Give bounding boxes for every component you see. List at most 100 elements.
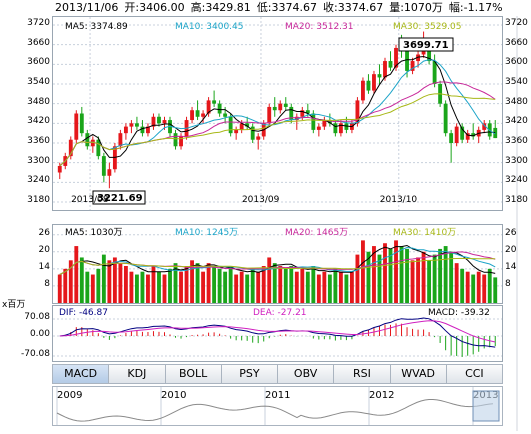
candle-body bbox=[118, 133, 123, 147]
volume-bar bbox=[278, 266, 283, 303]
date-tick: 2013/10 bbox=[379, 195, 418, 205]
candle-body bbox=[96, 139, 101, 157]
candle-body bbox=[443, 103, 448, 134]
candle-body bbox=[195, 110, 200, 117]
overview-navigator[interactable]: 20092010201120122013 bbox=[52, 386, 503, 426]
candle-body bbox=[432, 61, 437, 84]
candle-body bbox=[410, 61, 415, 71]
volume-bar bbox=[372, 246, 376, 303]
candle-body bbox=[366, 80, 371, 91]
volume-bar bbox=[493, 277, 498, 303]
candle-body bbox=[361, 80, 365, 101]
volume-chart: MA5: 1030万 MA10: 1245万 MA20: 1465万 MA30:… bbox=[53, 228, 502, 303]
candle-body bbox=[388, 61, 393, 68]
volume-bar bbox=[245, 274, 250, 303]
scrollbar-graphic bbox=[516, 16, 518, 431]
candle-body bbox=[123, 126, 128, 134]
price-tick-left: 3360 bbox=[27, 136, 50, 146]
tab-rsi[interactable]: RSI bbox=[334, 364, 391, 384]
tab-psy[interactable]: PSY bbox=[221, 364, 278, 384]
candle-body bbox=[377, 74, 382, 78]
volume-bar bbox=[151, 266, 156, 303]
volume-bar bbox=[316, 274, 321, 303]
volume-bar bbox=[305, 271, 310, 303]
volume-bar bbox=[487, 268, 492, 303]
volume-bar bbox=[179, 271, 183, 303]
macd-unit: x百万 bbox=[2, 300, 26, 310]
candle-body bbox=[223, 113, 228, 117]
price-tick-left: 3720 bbox=[27, 18, 50, 28]
candle-body bbox=[267, 106, 272, 124]
candle-body bbox=[57, 165, 62, 173]
tab-wvad[interactable]: WVAD bbox=[390, 364, 447, 384]
quote-close: 收:3374.67 bbox=[323, 1, 384, 14]
legend-ma20: MA20: 3512.31 bbox=[285, 22, 353, 32]
quote-high: 高:3429.81 bbox=[190, 1, 251, 14]
price-tick-right: 3180 bbox=[505, 195, 528, 205]
tab-cci[interactable]: CCI bbox=[446, 364, 503, 384]
candle-body bbox=[344, 123, 349, 130]
quote-low: 低:3374.67 bbox=[256, 1, 318, 14]
price-tick-right: 3360 bbox=[505, 136, 528, 146]
candle-body bbox=[68, 139, 73, 157]
tab-kdj[interactable]: KDJ bbox=[109, 364, 166, 384]
overview-chart: 20092010201120122013 bbox=[56, 387, 500, 425]
volume-bar bbox=[377, 254, 382, 303]
tab-boll[interactable]: BOLL bbox=[165, 364, 222, 384]
volume-bar bbox=[85, 271, 90, 303]
macd-chart: DIF: -46.87 DEA: -27.21 MACD: -39.32 bbox=[53, 308, 502, 357]
overview-year-label: 2011 bbox=[265, 390, 290, 401]
volume-bar bbox=[74, 246, 79, 303]
volume-bar bbox=[410, 260, 415, 303]
volume-bar bbox=[443, 246, 448, 303]
quote-change: 幅:-1.17% bbox=[448, 1, 503, 14]
low-label-box bbox=[92, 190, 146, 205]
overview-year-label: 2009 bbox=[57, 390, 82, 401]
volume-bar bbox=[465, 271, 470, 303]
volume-bar bbox=[162, 274, 167, 303]
legend-dif: DIF: -46.87 bbox=[59, 308, 108, 318]
candle-body bbox=[239, 123, 244, 130]
tab-obv[interactable]: OBV bbox=[278, 364, 335, 384]
indicator-tabs: MACD KDJ BOLL PSY OBV RSI WVAD CCI bbox=[52, 364, 503, 384]
volume-bar bbox=[212, 266, 217, 303]
volume-tick-left: 26 bbox=[38, 227, 50, 238]
price-tick-right: 3300 bbox=[505, 155, 528, 166]
candle-body bbox=[305, 110, 310, 114]
candle-body bbox=[427, 44, 432, 62]
volume-bar bbox=[184, 266, 189, 303]
candle-body bbox=[190, 110, 194, 121]
volume-bar bbox=[206, 263, 211, 303]
volume-bar bbox=[140, 271, 145, 303]
overview-year-label: 2010 bbox=[161, 390, 186, 401]
price-tick-right: 3660 bbox=[505, 37, 528, 48]
tab-macd[interactable]: MACD bbox=[52, 364, 110, 384]
volume-bar bbox=[300, 268, 305, 303]
candle-body bbox=[416, 54, 420, 62]
price-tick-left: 3300 bbox=[27, 155, 50, 166]
dif-line bbox=[59, 317, 496, 348]
volume-bar bbox=[107, 260, 112, 303]
vol-legend-ma30: MA30: 1410万 bbox=[393, 228, 456, 238]
volume-bar bbox=[96, 268, 101, 303]
macd-panel[interactable]: DIF: -46.87 DEA: -27.21 MACD: -39.32 bbox=[52, 305, 503, 362]
volume-bar bbox=[471, 274, 476, 303]
right-scrollbar[interactable] bbox=[503, 16, 531, 431]
price-tick-right: 3540 bbox=[505, 77, 528, 87]
vol-legend-ma10: MA10: 1245万 bbox=[175, 228, 238, 238]
volume-panel[interactable]: MA5: 1030万 MA10: 1245万 MA20: 1465万 MA30:… bbox=[52, 224, 503, 304]
candlestick-panel[interactable]: MA5: 3374.89 MA10: 3400.45 MA20: 3512.31… bbox=[52, 16, 503, 211]
volume-bar bbox=[454, 263, 459, 303]
candle-body bbox=[394, 47, 398, 68]
volume-bar bbox=[327, 274, 332, 303]
candle-body bbox=[278, 103, 283, 111]
overview-line bbox=[56, 399, 494, 422]
candle-body bbox=[327, 120, 332, 124]
vol-legend-ma20: MA20: 1465万 bbox=[285, 228, 348, 238]
legend-dea: DEA: -27.21 bbox=[253, 308, 307, 318]
volume-bar bbox=[135, 274, 139, 303]
volume-bar bbox=[416, 257, 420, 303]
volume-bar bbox=[63, 268, 68, 303]
ma5-line bbox=[59, 55, 496, 167]
volume-bar bbox=[388, 248, 393, 303]
